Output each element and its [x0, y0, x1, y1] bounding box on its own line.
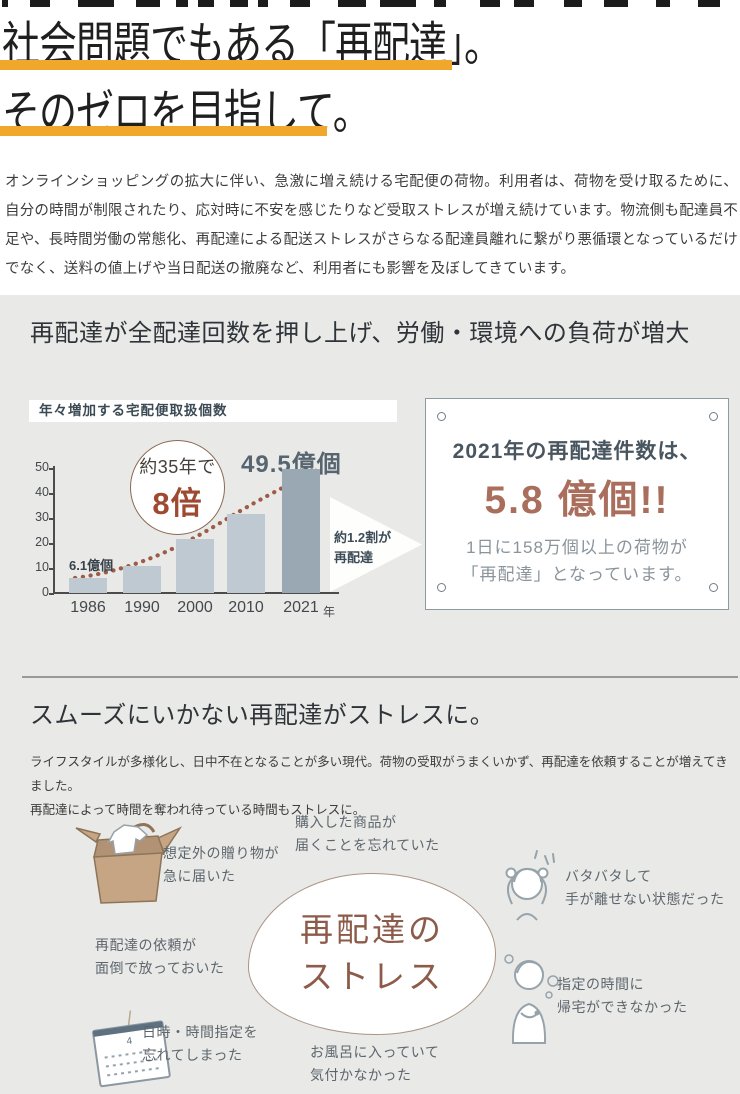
cropped-heading-fragment [564, 0, 582, 7]
cropped-heading-fragment [290, 0, 310, 7]
cropped-heading-fragment [698, 0, 720, 7]
cropped-heading-fragment [480, 0, 500, 7]
growth-badge: 約35年で 8倍 [130, 440, 225, 535]
cropped-heading-fragment [78, 0, 104, 7]
y-tick-mark [49, 543, 54, 545]
svg-text:4: 4 [126, 1036, 133, 1048]
x-tick-label: 1990 [124, 599, 160, 616]
cropped-top-text [0, 0, 740, 8]
cropped-heading-fragment [30, 0, 50, 7]
chart-title: 年々増加する宅配便取扱個数 [29, 400, 397, 422]
cause-late-home: 指定の時間に 帰宅ができなかった [557, 976, 688, 1016]
bar-2000 [176, 539, 214, 594]
cropped-heading-fragment [2, 0, 8, 7]
stress-center-label: 再配達の ストレス [300, 911, 444, 995]
y-tick-label: 40 [35, 485, 49, 499]
redelivery-share-note: 約1.2割が 再配達 [334, 530, 392, 566]
burden-heading: 再配達が全配達回数を押し上げ、労働・環境への負荷が増大 [30, 320, 690, 347]
cause-left-request-undone: 再配達の依頼が 面倒で放っておいた [95, 937, 225, 977]
x-tick-label: 2021 [283, 599, 319, 616]
pinhole-icon [709, 412, 718, 421]
redelivery-stat-card: 2021年の再配達件数は、 5.8 億個!! 1日に158万個以上の荷物が 「再… [425, 398, 729, 610]
cropped-heading-fragment [230, 0, 248, 7]
cause-forgot-purchase: 購入した商品が 届くことを忘れていた [295, 814, 440, 854]
stat-card-title: 2021年の再配達件数は、 [452, 440, 702, 463]
x-tick-label: 2010 [228, 599, 264, 616]
y-tick-mark [49, 493, 54, 495]
cropped-heading-fragment [198, 0, 214, 7]
stat-card-description: 1日に158万個以上の荷物が 「再配達」となっています。 [461, 538, 693, 585]
y-tick-mark [49, 593, 54, 595]
stress-intro-paragraph: ライフスタイルが多様化し、日中不在となることが多い現代。荷物の受取がうまくいかず… [30, 755, 728, 817]
stat-card-big-number: 5.8 億個!! [484, 479, 670, 522]
cause-in-bath: お風呂に入っていて 気付かなかった [310, 1044, 440, 1084]
gift-box-icon [75, 823, 183, 904]
cropped-heading-fragment [104, 0, 114, 7]
y-tick-label: 0 [42, 585, 49, 599]
y-tick-label: 30 [35, 510, 49, 524]
pinhole-icon [709, 583, 718, 592]
cropped-heading-fragment [258, 0, 268, 7]
y-tick-mark [49, 568, 54, 570]
title-underline-2 [0, 126, 327, 136]
gray-section: 再配達が全配達回数を押し上げ、労働・環境への負荷が増大 年々増加する宅配便取扱個… [0, 295, 740, 1094]
x-tick-label: 1986 [70, 599, 106, 616]
cropped-heading-fragment [380, 0, 416, 7]
stress-heading: スムーズにいかない再配達がストレスに。 [30, 702, 495, 729]
y-tick-label: 50 [35, 460, 49, 474]
cropped-heading-fragment [514, 0, 534, 7]
flustered-person-icon [505, 850, 555, 921]
y-tick-mark [49, 468, 54, 470]
title-underline-1 [0, 60, 452, 70]
bar-1986 [69, 577, 107, 594]
x-tick-label: 2000 [177, 599, 213, 616]
stress-diagram: 4 再配達の ストレス 想定外の贈り物が 急に届いた 購入 [0, 795, 740, 1094]
stress-center-blob: 再配達の ストレス [248, 873, 496, 1035]
calendar-icon: 4 [92, 1010, 171, 1088]
cropped-heading-fragment [656, 0, 670, 7]
cropped-heading-fragment [176, 0, 188, 7]
pinhole-icon [437, 412, 446, 421]
cause-unexpected-gift: 想定外の贈り物が 急に届いた [163, 845, 279, 885]
bar-chart-plot: 年 6.1億個 49.5億個 約35年で 8倍 約1.2割が 再配達 1986 1… [29, 400, 422, 637]
cause-forgot-time-slot: 日時・時間指定を 忘れてしまった [142, 1024, 258, 1064]
section-divider [22, 676, 738, 678]
cropped-heading-fragment [434, 0, 446, 7]
waiting-person-icon [504, 954, 559, 1044]
bar-2021 [282, 469, 320, 594]
first-bar-value-label: 6.1億個 [69, 558, 114, 573]
bar-chart: 年々増加する宅配便取扱個数 年 6.1億個 49.5億個 約35年で 8倍 約1… [29, 400, 422, 637]
intro-paragraph: オンラインショッピングの拡大に伴い、急激に増え続ける宅配便の荷物。利用者は、荷物… [5, 174, 738, 277]
y-axis-line [53, 466, 55, 593]
y-tick-mark [49, 518, 54, 520]
y-tick-label: 20 [35, 535, 49, 549]
growth-badge-line1: 約35年で [139, 456, 216, 477]
cropped-heading-fragment [136, 0, 160, 7]
bar-2010 [227, 514, 265, 594]
pinhole-icon [437, 583, 446, 592]
growth-badge-line2: 8倍 [152, 485, 203, 521]
bar-1990 [123, 565, 161, 593]
cropped-heading-fragment [604, 0, 628, 7]
x-axis-unit: 年 [323, 605, 336, 619]
y-tick-label: 10 [35, 560, 49, 574]
cause-busy-hands-full: バタバタして 手が離せない状態だった [565, 868, 725, 908]
cropped-heading-fragment [338, 0, 366, 7]
